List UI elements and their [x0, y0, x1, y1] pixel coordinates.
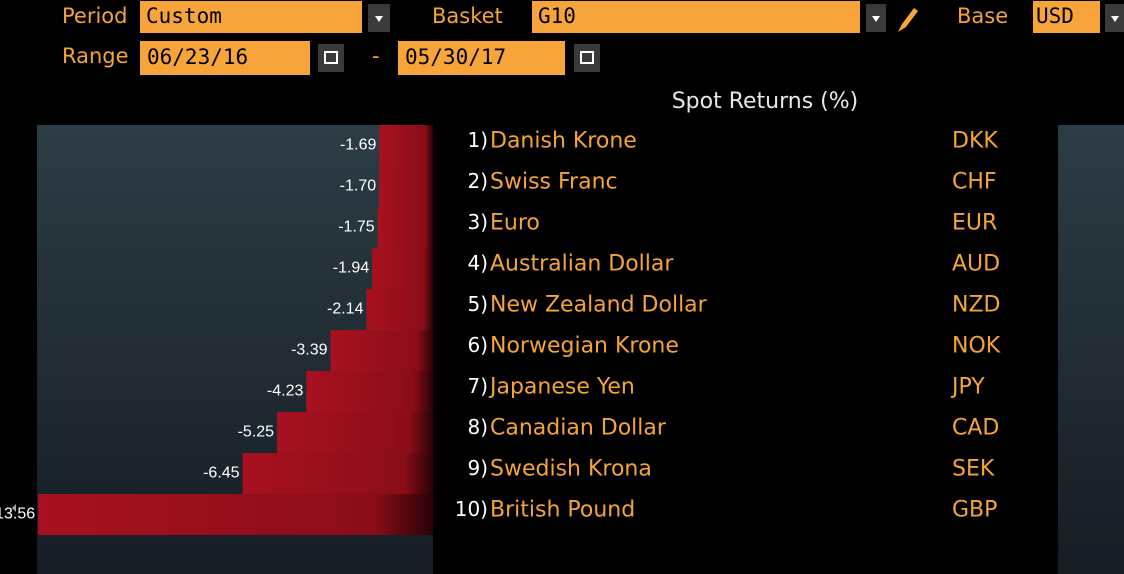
value-label: -5.25 [238, 424, 275, 441]
currency-name[interactable]: New Zealand Dollar [490, 293, 708, 318]
start-calendar[interactable] [318, 44, 344, 72]
rank: 10) [455, 497, 488, 521]
period-value: Custom [146, 4, 222, 28]
currency-name[interactable]: Swedish Krona [490, 457, 652, 482]
currency-code: NOK [952, 334, 1001, 359]
rank: 4) [467, 251, 488, 275]
bar [242, 453, 433, 494]
base-value: USD [1036, 4, 1074, 28]
calendar-icon [580, 51, 594, 64]
currency-code: CHF [952, 170, 997, 195]
rank: 5) [467, 292, 488, 316]
value-label: -2.14 [327, 301, 364, 318]
base-label: Base [957, 4, 1008, 28]
end-date: 05/30/17 [405, 45, 506, 69]
currency-name[interactable]: Norwegian Krone [490, 334, 679, 359]
value-label: -13.56 [0, 506, 35, 523]
value-label: -6.45 [203, 465, 240, 482]
range-separator: - [372, 44, 380, 68]
basket-value: G10 [538, 4, 576, 28]
bar [377, 207, 433, 248]
dropdown-arrow [375, 16, 383, 22]
value-label: -1.69 [340, 137, 377, 154]
rank: 9) [467, 456, 488, 480]
bar [38, 494, 434, 535]
currency-code: DKK [952, 129, 998, 154]
start-date-field[interactable] [140, 41, 310, 75]
scroll-arrow[interactable] [12, 504, 16, 512]
period-label: Period [62, 4, 127, 28]
chart-title: Spot Returns (%) [672, 89, 859, 114]
range-label: Range [62, 44, 129, 68]
currency-code: JPY [950, 375, 985, 400]
end-date-field[interactable] [398, 41, 565, 75]
side-panel [1058, 125, 1124, 574]
rank: 1) [467, 128, 488, 152]
edit-icon[interactable] [898, 8, 918, 32]
currency-name[interactable]: Canadian Dollar [490, 416, 667, 441]
start-date: 06/23/16 [147, 45, 248, 69]
currency-code: SEK [952, 457, 995, 482]
currency-name[interactable]: Danish Krone [490, 129, 637, 154]
bar [306, 371, 433, 412]
basket-label: Basket [432, 4, 503, 28]
currency-name[interactable]: British Pound [490, 498, 635, 523]
end-calendar[interactable] [574, 44, 600, 72]
value-label: -1.70 [340, 178, 377, 195]
bar [330, 330, 433, 371]
base-field[interactable] [1033, 1, 1100, 33]
rank: 3) [467, 210, 488, 234]
currency-name[interactable]: Australian Dollar [490, 252, 674, 277]
bar [379, 125, 433, 166]
currency-code: CAD [952, 416, 999, 441]
rank: 6) [467, 333, 488, 357]
currency-name[interactable]: Swiss Franc [490, 170, 618, 195]
currency-code: GBP [952, 498, 997, 523]
bar [379, 166, 433, 207]
rank: 8) [467, 415, 488, 439]
basket-field[interactable] [532, 1, 860, 33]
value-label: -1.94 [333, 260, 370, 277]
bar [372, 248, 433, 289]
dropdown-arrow [1111, 16, 1119, 22]
dropdown-arrow [872, 16, 880, 22]
value-label: -4.23 [267, 383, 304, 400]
bar [366, 289, 433, 330]
currency-code: EUR [952, 211, 997, 236]
calendar-icon [324, 51, 338, 64]
bar [277, 412, 433, 453]
currency-code: NZD [952, 293, 1000, 318]
rank: 2) [467, 169, 488, 193]
rank: 7) [467, 374, 488, 398]
value-label: -1.75 [338, 219, 375, 236]
value-label: -3.39 [291, 342, 328, 359]
currency-name[interactable]: Japanese Yen [488, 375, 635, 400]
currency-name[interactable]: Euro [490, 211, 540, 236]
currency-code: AUD [952, 252, 1000, 277]
period-field[interactable] [140, 1, 362, 33]
